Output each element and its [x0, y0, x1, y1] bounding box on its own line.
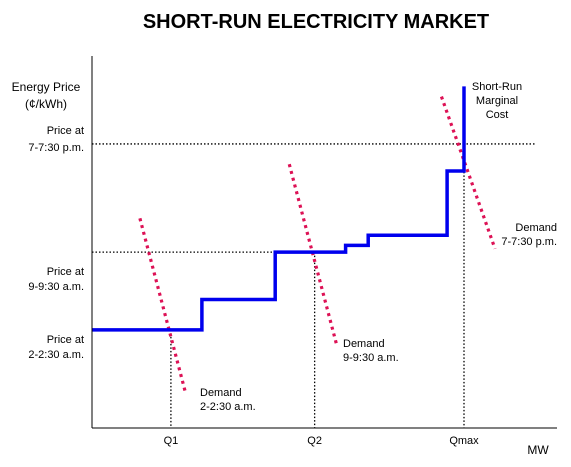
price-label: 9-9:30 a.m.	[28, 281, 84, 293]
supply-curve	[92, 86, 466, 332]
demand-curves	[138, 96, 497, 392]
demand-curve-label: 9-9:30 a.m.	[343, 352, 399, 364]
axes	[91, 56, 557, 429]
chart-labels: Q1 Q2 Qmax Price at 7-7:30 p.m. Price at 9-9:3…	[28, 81, 557, 447]
y-axis-label: Energy Price	[12, 80, 81, 94]
demand-curve-label: Demand	[200, 387, 242, 399]
x-tick-label: Q2	[307, 435, 322, 447]
price-label: Price at	[47, 334, 84, 346]
supply-curve-label: Cost	[486, 109, 509, 121]
demand-curve-label: 7-7:30 p.m.	[501, 236, 557, 248]
demand-curve-line	[138, 217, 187, 392]
demand-curve-line	[439, 96, 497, 250]
supply-curve-label: Short-Run	[472, 81, 522, 93]
price-label: Price at	[47, 125, 84, 137]
price-label: 7-7:30 p.m.	[28, 142, 84, 154]
supply-curve-label: Marginal	[476, 95, 518, 107]
y-axis-unit: (¢/kWh)	[25, 97, 67, 111]
demand-curve-label: Demand	[515, 222, 557, 234]
price-label: Price at	[47, 266, 84, 278]
supply-curve-line	[92, 86, 466, 332]
x-tick-label: Qmax	[449, 435, 479, 447]
chart-title: SHORT-RUN ELECTRICITY MARKET	[143, 11, 489, 33]
x-tick-label: Q1	[164, 435, 179, 447]
demand-curve-label: Demand	[343, 338, 385, 350]
x-axis-label: MW	[527, 443, 549, 457]
demand-curve-line	[287, 163, 339, 348]
price-label: 2-2:30 a.m.	[28, 349, 84, 361]
demand-curve-label: 2-2:30 a.m.	[200, 401, 256, 413]
